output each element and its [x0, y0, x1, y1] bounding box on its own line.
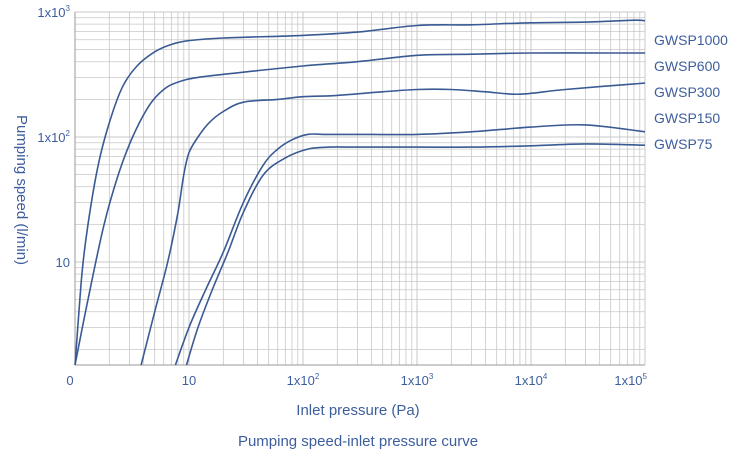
series-line-gwsp150: [174, 123, 646, 366]
y-tick-label: 10: [56, 255, 70, 270]
x-axis-label: Inlet pressure (Pa): [296, 402, 419, 419]
chart-title: Pumping speed-inlet pressure curve: [238, 433, 478, 450]
y-tick-labels: 10 1x102 1x103: [37, 4, 70, 270]
x-tick-label: 1x102: [287, 372, 320, 388]
grid: [74, 11, 646, 365]
series-labels: GWSP1000 GWSP600 GWSP300 GWSP150 GWSP75: [654, 32, 728, 152]
x-tick-label: 0: [66, 373, 73, 388]
series-label-gwsp75: GWSP75: [654, 136, 713, 152]
x-tick-label: 1x104: [515, 372, 548, 388]
x-tick-labels: 0 10 1x102 1x103 1x104 1x105: [66, 372, 647, 388]
series-line-gwsp600: [74, 52, 645, 366]
x-tick-label: 1x103: [401, 372, 434, 388]
y-tick-label: 1x102: [37, 129, 70, 145]
x-tick-label: 10: [182, 373, 196, 388]
series-label-gwsp600: GWSP600: [654, 58, 720, 74]
x-tick-label: 1x105: [614, 372, 647, 388]
series-lines: [74, 19, 646, 366]
axes: [74, 12, 645, 366]
series-line-gwsp1000: [74, 19, 646, 366]
series-line-gwsp300: [140, 82, 646, 366]
series-line-gwsp75: [185, 143, 646, 366]
series-label-gwsp150: GWSP150: [654, 110, 720, 126]
series-label-gwsp300: GWSP300: [654, 84, 720, 100]
y-tick-label: 1x103: [37, 4, 70, 20]
y-axis-label: Pumping speed (l/min): [13, 115, 30, 265]
series-label-gwsp1000: GWSP1000: [654, 32, 728, 48]
